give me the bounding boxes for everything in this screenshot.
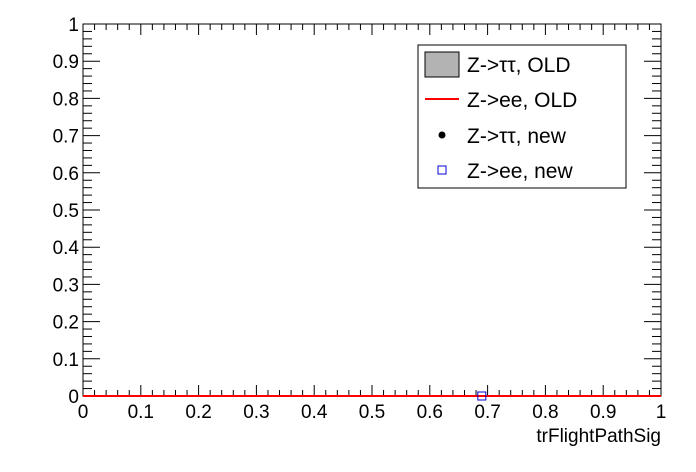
- y-tick-label: 0.1: [53, 350, 79, 371]
- legend-label-ztautau-old: Z->ττ, OLD: [467, 54, 571, 77]
- legend-label-zee-new: Z->ee, new: [467, 160, 573, 183]
- y-tick-label: 0.9: [53, 52, 79, 73]
- y-tick-label: 0: [68, 387, 79, 408]
- data-point-square: [477, 391, 487, 401]
- x-tick-label: 0.9: [590, 402, 616, 423]
- y-tick-label: 0.4: [53, 238, 80, 259]
- x-tick-label: 0.5: [359, 402, 385, 423]
- legend-swatch-ztautau-old: [424, 51, 460, 78]
- y-tick-label: 0.5: [53, 201, 79, 222]
- x-tick-label: 0.6: [417, 402, 443, 423]
- legend: Z->ττ, OLD Z->ee, OLD Z->ττ, new Z->ee, …: [417, 44, 627, 189]
- tick-labels: 0 0.1 0.2 0.3 0.4 0.5 0.6 0.7 0.8 0.9 1 0 0.1 0.2 0.3 0…: [53, 15, 667, 423]
- x-tick-label: 0.7: [474, 402, 500, 423]
- x-tick-label: 0.1: [128, 402, 154, 423]
- y-tick-label: 0.8: [53, 89, 79, 110]
- series-layer: [83, 391, 661, 401]
- axis-ticks: [82, 23, 662, 397]
- x-tick-label: 1: [656, 402, 667, 423]
- legend-label-ztautau-new: Z->ττ, new: [467, 125, 567, 148]
- y-tick-label: 0.6: [53, 164, 79, 185]
- y-tick-label: 1: [68, 15, 79, 36]
- legend-label-zee-old: Z->ee, OLD: [467, 89, 577, 112]
- y-tick-label: 0.3: [53, 275, 79, 296]
- x-tick-label: 0: [78, 402, 89, 423]
- y-tick-label: 0.7: [53, 127, 79, 148]
- legend-swatch-zee-new: [437, 165, 447, 175]
- legend-swatch-ztautau-new: [438, 131, 446, 139]
- x-tick-label: 0.2: [185, 402, 211, 423]
- x-tick-label: 0.4: [301, 402, 328, 423]
- x-tick-label: 0.8: [532, 402, 558, 423]
- x-tick-label: 0.3: [243, 402, 269, 423]
- x-axis-title: trFlightPathSig: [536, 426, 661, 447]
- y-tick-label: 0.2: [53, 313, 79, 334]
